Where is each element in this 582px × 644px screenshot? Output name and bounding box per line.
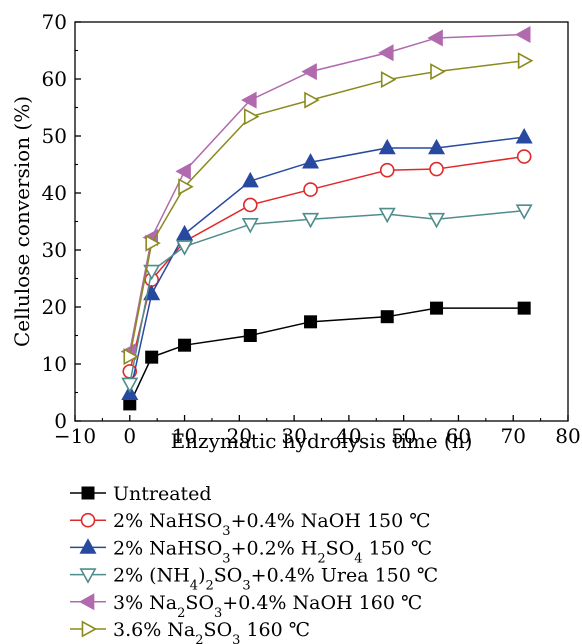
y-tick-label: 10 <box>42 352 67 376</box>
x-tick-label: 50 <box>391 424 416 448</box>
series-4 <box>121 204 533 394</box>
x-tick-label: 10 <box>172 424 197 448</box>
data-point <box>176 240 194 256</box>
data-point <box>380 71 397 89</box>
y-tick-label: 20 <box>42 295 67 319</box>
y-tick-label: 0 <box>54 409 67 433</box>
x-tick-label: 20 <box>227 424 252 448</box>
series-line <box>129 155 525 372</box>
data-point <box>427 29 443 47</box>
data-point <box>123 397 137 411</box>
data-point <box>428 212 446 229</box>
data-point <box>123 348 139 366</box>
data-point <box>302 212 320 229</box>
data-point <box>516 149 532 164</box>
series-line <box>129 33 525 352</box>
data-point <box>241 171 259 188</box>
data-point <box>78 593 95 611</box>
data-point <box>145 234 161 252</box>
y-tick-label: 60 <box>42 67 67 91</box>
data-point <box>81 620 98 638</box>
series-5 <box>120 26 531 360</box>
data-point <box>121 377 139 394</box>
data-point <box>243 329 257 342</box>
legend-label: 2% NaHSO3+0.4% NaOH 150 ℃ <box>113 510 431 539</box>
data-point <box>302 153 320 169</box>
series-1 <box>123 301 531 411</box>
y-tick-label: 40 <box>42 181 67 205</box>
data-point <box>178 338 192 352</box>
x-axis: −10 0 10 20 30 40 50 60 70 80 <box>54 415 581 448</box>
data-point <box>378 44 394 62</box>
x-axis-title: Enzymatic hydrolysis time (h) <box>171 429 473 453</box>
legend-label: 2% (NH4)2SO3+0.4% Urea 150 ℃ <box>113 565 438 594</box>
x-tick-label: 80 <box>555 424 580 448</box>
data-point <box>243 108 260 126</box>
data-point <box>378 207 396 224</box>
data-point <box>430 63 446 81</box>
y-tick-label: 50 <box>42 124 67 148</box>
x-tick-label: 0 <box>123 424 136 448</box>
data-point <box>304 315 318 329</box>
data-point <box>175 162 191 180</box>
legend-item: 3.6% Na2SO3 160 ℃ <box>70 619 310 644</box>
data-point <box>145 350 159 364</box>
data-point <box>379 162 395 178</box>
legend-item: 2% NaHSO3+0.4% NaOH 150 ℃ <box>70 510 431 539</box>
series-line <box>129 60 525 357</box>
data-point <box>304 91 320 109</box>
data-point <box>515 26 531 44</box>
legend-label: 3% Na2SO3+0.4% NaOH 160 ℃ <box>113 592 422 621</box>
y-axis-title: Cellulose conversion (%) <box>10 96 34 347</box>
data-point <box>176 224 194 241</box>
data-point <box>301 63 317 81</box>
y-tick-label: 30 <box>42 238 67 262</box>
x-tick-label: 70 <box>500 424 525 448</box>
data-point <box>79 538 97 554</box>
data-point <box>80 512 96 528</box>
legend: Untreated 2% NaHSO3+0.4% NaOH 150 ℃2% NaH… <box>70 483 438 644</box>
series-6 <box>123 52 534 366</box>
y-tick-label: 70 <box>42 10 67 34</box>
x-tick-label: 60 <box>446 424 471 448</box>
data-point <box>143 264 161 281</box>
x-tick-label: 40 <box>336 424 361 448</box>
data-point <box>515 128 533 144</box>
series-layer <box>120 26 534 411</box>
legend-item: 2% NaHSO3+0.2% H2SO4 150 ℃ <box>70 537 432 566</box>
data-point <box>303 182 318 197</box>
series-3 <box>121 128 533 400</box>
legend-label: 3.6% Na2SO3 160 ℃ <box>113 619 310 644</box>
legend-item: Untreated <box>70 483 212 505</box>
data-point <box>81 486 95 500</box>
data-point <box>79 568 97 584</box>
x-tick-label: −10 <box>54 424 96 448</box>
data-point <box>378 138 396 155</box>
data-point <box>429 161 444 177</box>
legend-label: Untreated <box>113 483 212 505</box>
data-point <box>241 91 257 109</box>
data-point <box>380 310 394 324</box>
data-point <box>517 301 531 315</box>
data-point <box>242 197 258 213</box>
legend-item: 3% Na2SO3+0.4% NaOH 160 ℃ <box>70 592 422 621</box>
data-point <box>430 301 444 315</box>
series-line <box>129 136 525 394</box>
y-axis: 0 10 20 30 40 50 60 70 <box>42 10 81 433</box>
legend-item: 2% (NH4)2SO3+0.4% Urea 150 ℃ <box>70 565 438 594</box>
data-point <box>517 52 534 70</box>
x-tick-label: 30 <box>281 424 306 448</box>
series-line <box>129 307 525 405</box>
data-point <box>241 218 259 234</box>
legend-label: 2% NaHSO3+0.2% H2SO4 150 ℃ <box>113 537 432 566</box>
data-point <box>515 204 533 220</box>
data-point <box>428 138 446 155</box>
data-point <box>178 178 194 196</box>
